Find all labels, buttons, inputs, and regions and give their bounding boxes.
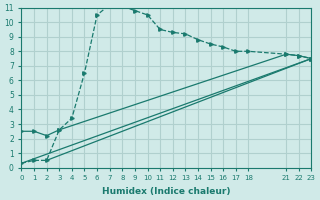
- X-axis label: Humidex (Indice chaleur): Humidex (Indice chaleur): [102, 187, 231, 196]
